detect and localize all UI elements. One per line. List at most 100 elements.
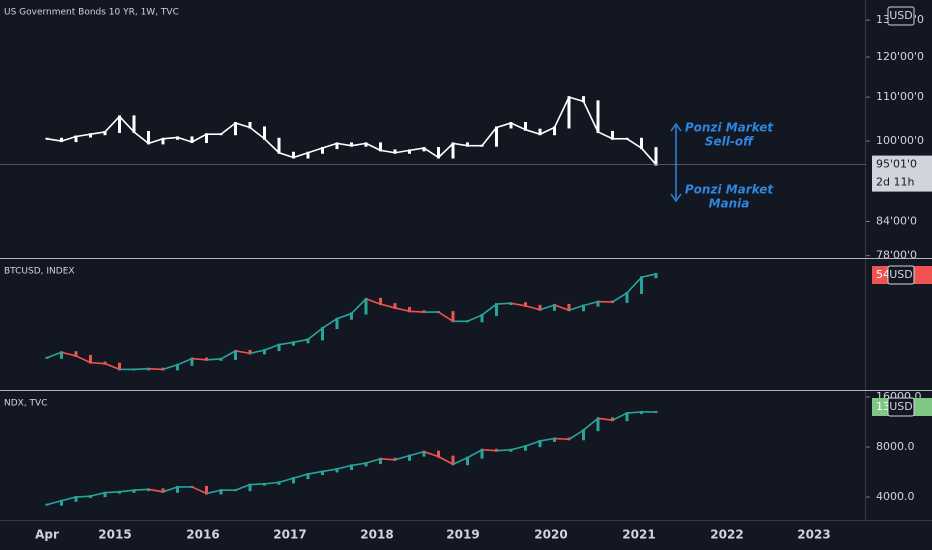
- price-segment: [525, 440, 541, 447]
- candle: [480, 314, 484, 323]
- annotation-arrow: [670, 122, 682, 203]
- price-segment: [278, 477, 294, 484]
- price-segment: [409, 450, 425, 457]
- price-segment: [90, 491, 106, 497]
- candle: [553, 303, 556, 311]
- price-segment: [539, 126, 555, 135]
- price-segment: [423, 147, 439, 159]
- price-segment: [75, 133, 91, 138]
- candle: [74, 351, 78, 357]
- price-segment: [525, 128, 541, 135]
- candle: [524, 121, 527, 131]
- y-tick-label: 78'00'0: [876, 249, 917, 262]
- candle: [451, 311, 455, 323]
- candle: [60, 137, 63, 143]
- price-segment: [278, 341, 294, 346]
- candle: [437, 147, 440, 159]
- price-segment: [278, 151, 294, 159]
- candle: [248, 349, 252, 355]
- y-tick-label: 84'00'0: [876, 214, 917, 227]
- price-segment: [597, 417, 613, 421]
- candle: [74, 496, 78, 502]
- price-segment: [46, 137, 62, 142]
- candle: [190, 136, 194, 144]
- annotation-text: Ponzi Market: [685, 183, 775, 197]
- price-segment: [264, 481, 280, 485]
- candle: [393, 149, 397, 154]
- price-segment: [249, 483, 265, 486]
- price-segment: [293, 473, 309, 479]
- candle: [147, 130, 150, 145]
- candle: [408, 454, 411, 461]
- price-segment: [365, 298, 381, 305]
- candle: [176, 363, 179, 371]
- price-segment: [539, 437, 555, 442]
- price-segment: [626, 138, 642, 149]
- countdown-label: 2d 11h: [876, 176, 914, 189]
- price-segment: [75, 355, 91, 364]
- candle: [611, 417, 614, 422]
- price-segment: [481, 303, 497, 316]
- candle: [248, 121, 252, 129]
- candle: [379, 142, 382, 152]
- currency-label: USD: [889, 400, 913, 413]
- price-segment: [148, 488, 164, 493]
- y-tick-label: 4000.0: [876, 490, 915, 503]
- candle: [466, 142, 469, 147]
- time-axis-label: 2023: [797, 528, 830, 542]
- price-segment: [380, 303, 396, 309]
- price-segment: [133, 488, 149, 491]
- candle: [640, 276, 643, 294]
- candle: [451, 455, 455, 466]
- price-segment: [452, 142, 468, 147]
- candle: [205, 133, 208, 144]
- candle: [306, 473, 310, 480]
- price-segment: [626, 276, 643, 294]
- price-segment: [437, 142, 454, 159]
- last-price-label: 95'01'0: [876, 158, 917, 171]
- price-segment: [350, 298, 367, 315]
- candle: [321, 470, 324, 476]
- pane-legend: US Government Bonds 10 YR, 1W, TVC: [4, 8, 179, 18]
- currency-badge: [887, 6, 915, 26]
- price-segment: [235, 483, 251, 491]
- price-segment: [554, 437, 570, 441]
- candle: [422, 147, 426, 152]
- candle: [654, 147, 658, 166]
- price-segment: [104, 115, 121, 133]
- candle: [538, 439, 542, 448]
- price-segment: [118, 115, 135, 133]
- candle: [408, 149, 411, 154]
- price-segment: [90, 361, 106, 365]
- candle: [596, 100, 600, 133]
- currency-label: USD: [889, 9, 913, 22]
- candle: [234, 121, 237, 136]
- candle: [263, 126, 266, 140]
- candle: [611, 130, 614, 140]
- price-segment: [612, 292, 628, 303]
- price-segment: [263, 138, 280, 154]
- price-segment: [148, 138, 164, 145]
- y-tick-label: 100'00'0: [876, 134, 924, 147]
- candle: [306, 151, 310, 159]
- price-segment: [539, 304, 555, 311]
- candle: [350, 142, 353, 147]
- price-segment: [104, 362, 120, 371]
- candle: [132, 489, 136, 493]
- price-segment: [351, 142, 367, 147]
- candle: [509, 448, 513, 452]
- candle: [89, 354, 92, 364]
- last-price-label: 13: [876, 400, 890, 413]
- candle: [205, 485, 208, 495]
- price-segment: [554, 304, 570, 312]
- time-axis-label: 2022: [710, 528, 743, 542]
- candle: [118, 115, 121, 133]
- candle: [553, 126, 556, 136]
- candle: [596, 300, 600, 307]
- candle: [567, 303, 571, 312]
- price-segment: [496, 302, 512, 305]
- candle: [292, 151, 295, 159]
- price-segment: [438, 455, 454, 465]
- price-segment: [61, 496, 77, 502]
- price-segment: [191, 357, 207, 361]
